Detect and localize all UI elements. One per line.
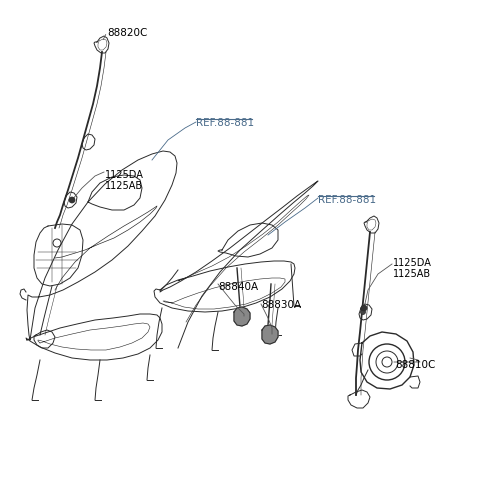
Text: 1125DA: 1125DA (393, 258, 432, 268)
Circle shape (361, 305, 367, 311)
Polygon shape (234, 307, 250, 326)
Text: REF.88-881: REF.88-881 (318, 195, 376, 205)
Text: 88830A: 88830A (261, 300, 301, 310)
Text: 88840A: 88840A (218, 282, 258, 292)
Text: 88820C: 88820C (107, 28, 147, 38)
Circle shape (360, 310, 365, 314)
Text: 1125AB: 1125AB (393, 269, 431, 279)
Circle shape (69, 197, 75, 203)
Text: 88810C: 88810C (395, 360, 435, 370)
Polygon shape (262, 325, 278, 344)
Text: 1125DA: 1125DA (105, 170, 144, 180)
Text: 1125AB: 1125AB (105, 181, 143, 191)
Text: REF.88-881: REF.88-881 (196, 118, 254, 128)
